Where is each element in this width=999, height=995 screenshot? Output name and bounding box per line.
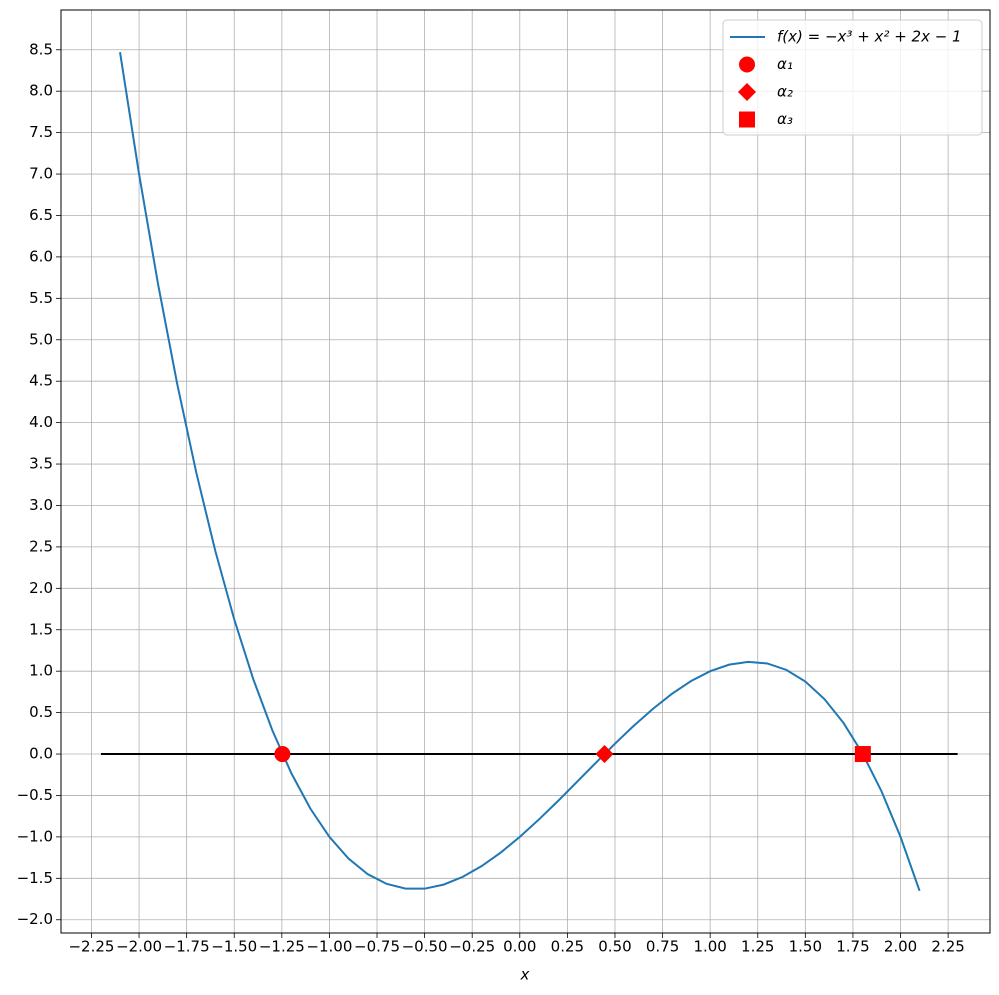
root-marker — [274, 746, 291, 763]
x-tick-label: 2.25 — [931, 938, 964, 956]
x-tick-label: −1.75 — [164, 938, 210, 956]
x-axis-label: x — [520, 966, 530, 984]
x-tick-label: −1.50 — [211, 938, 257, 956]
legend-label: f(x) = −x³ + x² + 2x − 1 — [777, 28, 962, 46]
x-tick-label: −1.25 — [259, 938, 305, 956]
x-tick-label: −1.00 — [306, 938, 352, 956]
x-tick-label: −0.25 — [449, 938, 495, 956]
x-tick-label: −0.75 — [354, 938, 400, 956]
legend-label: α₂ — [777, 83, 793, 101]
y-tick-label: 2.5 — [29, 537, 53, 555]
y-tick-label: 7.0 — [29, 165, 53, 183]
x-tick-label: 2.00 — [884, 938, 917, 956]
legend-swatch — [739, 111, 755, 128]
legend-box — [722, 19, 983, 136]
x-tick-label: 0.50 — [598, 938, 631, 956]
legend-label: α₁ — [777, 55, 793, 73]
x-tick-label: −0.50 — [402, 938, 448, 956]
y-tick-label: 8.5 — [29, 40, 53, 58]
x-tick-label: −2.00 — [116, 938, 162, 956]
y-tick-label: 5.0 — [29, 330, 53, 348]
x-tick-label: 1.75 — [836, 938, 869, 956]
y-tick-label: 1.0 — [29, 662, 53, 680]
x-tick-label: 0.75 — [646, 938, 679, 956]
y-tick-label: 2.0 — [29, 579, 53, 597]
legend-label: α₃ — [777, 110, 793, 128]
x-tick-label: 1.25 — [741, 938, 774, 956]
y-tick-label: 1.5 — [29, 620, 53, 638]
x-tick-label: 1.00 — [693, 938, 726, 956]
y-tick-label: −1.0 — [17, 827, 53, 845]
axes-frame — [60, 9, 991, 934]
y-tick-label: 0.5 — [29, 703, 53, 721]
x-tick-label: 0.25 — [551, 938, 584, 956]
y-tick-label: 3.5 — [29, 455, 53, 473]
x-tick-label: −2.25 — [68, 938, 114, 956]
x-tick-label: 0.00 — [503, 938, 536, 956]
y-tick-label: −2.0 — [17, 910, 53, 928]
root-marker — [595, 745, 614, 764]
y-tick-label: 3.0 — [29, 496, 53, 514]
line — [119, 52, 921, 892]
legend-swatch — [738, 83, 756, 101]
y-tick-label: 0.0 — [29, 745, 53, 763]
y-tick-label: −0.5 — [17, 786, 53, 804]
y-tick-label: 5.5 — [29, 289, 53, 307]
y-tick-label: 4.0 — [29, 413, 53, 431]
y-tick-label: −1.5 — [17, 869, 53, 887]
x-tick-label: 1.50 — [789, 938, 822, 956]
y-tick-label: 7.5 — [29, 123, 53, 141]
y-tick-label: 6.0 — [29, 247, 53, 265]
legend-swatch — [739, 56, 755, 73]
root-marker — [854, 746, 871, 763]
y-tick-label: 8.0 — [29, 82, 53, 100]
y-tick-label: 6.5 — [29, 206, 53, 224]
y-tick-label: 4.5 — [29, 372, 53, 390]
